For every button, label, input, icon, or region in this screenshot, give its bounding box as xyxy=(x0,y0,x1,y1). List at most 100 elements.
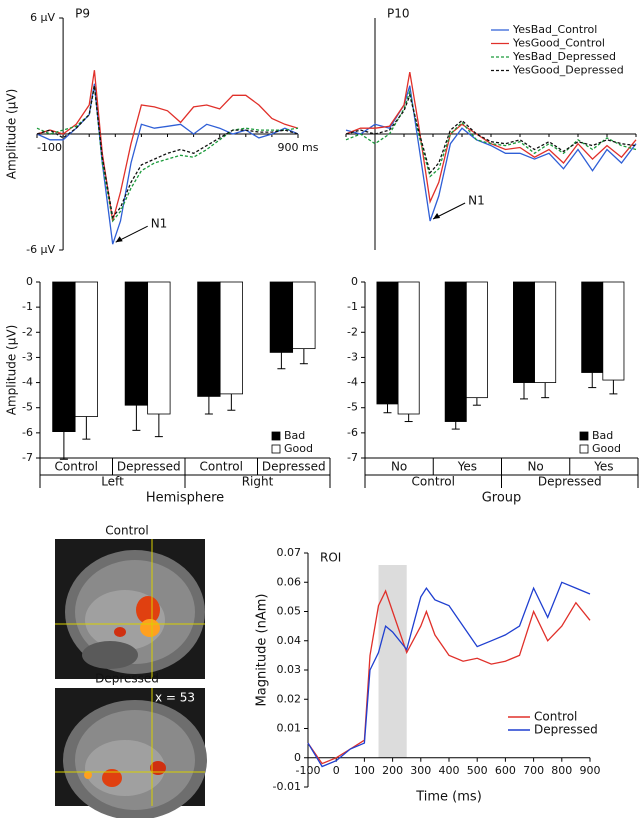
legend-swatch xyxy=(579,444,589,454)
y-tick-label: -6 xyxy=(22,426,33,439)
data-line xyxy=(307,589,591,765)
legend-swatch xyxy=(271,444,281,454)
x-tick-label: 0 xyxy=(333,764,340,777)
y-tick-label: -3 xyxy=(347,350,358,363)
y-tick-label: 0.05 xyxy=(277,605,302,618)
y-tick-label: -6 µV xyxy=(26,243,55,256)
y-tick-label: -5 xyxy=(347,401,358,414)
x-axis-label: Hemisphere xyxy=(146,491,224,506)
legend-label: YesBad_Depressed xyxy=(512,50,616,63)
legend-label: YesBad_Control xyxy=(512,23,597,36)
legend-label: Good xyxy=(592,442,621,455)
y-tick-label: 0 xyxy=(26,275,33,288)
y-tick-label: -1 xyxy=(22,300,33,313)
bar xyxy=(219,281,244,395)
bar xyxy=(124,281,149,406)
bar xyxy=(147,281,171,415)
panel-title: P9 xyxy=(75,7,90,21)
bar xyxy=(197,281,221,397)
image-label: x = 53 xyxy=(155,691,195,705)
x-tick-label: 700 xyxy=(523,764,544,777)
x-tick-label: No xyxy=(391,460,407,474)
data-line xyxy=(345,93,637,175)
y-tick-label: 0 xyxy=(351,275,358,288)
y-tick-label: -5 xyxy=(22,401,33,414)
annotation: N1 xyxy=(468,194,485,208)
legend-label: YesGood_Depressed xyxy=(512,64,624,77)
data-line xyxy=(345,85,637,222)
x-tick-label: 400 xyxy=(439,764,460,777)
bar xyxy=(269,281,294,353)
bar xyxy=(465,281,488,399)
y-axis-label: Amplitude (µV) xyxy=(5,325,19,416)
x-tick-label: 300 xyxy=(410,764,431,777)
x-tick-label: Yes xyxy=(593,460,613,474)
bar xyxy=(513,281,535,383)
x-tick-label: 800 xyxy=(551,764,572,777)
y-tick-label: -6 xyxy=(347,426,358,439)
bar xyxy=(376,281,399,405)
x-tick-label: Control xyxy=(200,460,243,474)
bar xyxy=(444,281,467,422)
brain-image-depressed xyxy=(55,688,207,818)
legend-label: Bad xyxy=(592,429,613,442)
panel-title: ROI xyxy=(320,551,341,565)
legend-label: Control xyxy=(534,710,577,724)
y-tick-label: -7 xyxy=(22,451,33,464)
group-label: Left xyxy=(101,475,124,489)
x-tick-label: Depressed xyxy=(117,460,181,474)
bar xyxy=(52,281,76,433)
y-tick-label: 0.04 xyxy=(277,634,302,647)
image-label: Control xyxy=(105,524,148,538)
data-line xyxy=(345,88,637,178)
x-axis-label: Time (ms) xyxy=(415,790,482,805)
data-line xyxy=(307,581,591,768)
y-tick-label: -0.01 xyxy=(273,780,301,793)
x-tick-label: -100 xyxy=(37,141,62,154)
x-tick-label: 600 xyxy=(495,764,516,777)
group-label: Right xyxy=(242,475,274,489)
x-tick-label: 900 xyxy=(580,764,601,777)
x-tick-label: Yes xyxy=(457,460,477,474)
x-tick-label: No xyxy=(527,460,543,474)
y-tick-label: 0.03 xyxy=(277,663,302,676)
x-tick-label: Control xyxy=(55,460,98,474)
x-tick-label: 200 xyxy=(382,764,403,777)
x-tick-label: Depressed xyxy=(262,460,326,474)
data-line xyxy=(36,85,299,223)
y-tick-label: 6 µV xyxy=(30,11,55,24)
y-tick-label: 0.01 xyxy=(277,722,302,735)
brain-image-control xyxy=(55,539,205,679)
y-axis-label: Amplitude (µV) xyxy=(5,89,19,180)
group-label: Control xyxy=(412,475,455,489)
x-tick-label: -100 xyxy=(296,764,321,777)
bar xyxy=(292,281,316,350)
y-tick-label: -2 xyxy=(347,325,358,338)
legend-label: Bad xyxy=(284,429,305,442)
highlight-window xyxy=(378,565,407,758)
y-tick-label: 0.06 xyxy=(277,575,302,588)
legend-swatch xyxy=(579,431,589,441)
data-line xyxy=(36,70,299,222)
data-line xyxy=(36,85,299,219)
y-tick-label: -7 xyxy=(347,451,358,464)
bar xyxy=(534,281,557,383)
legend-label: Depressed xyxy=(534,723,598,737)
bar xyxy=(397,281,420,415)
y-tick-label: -2 xyxy=(22,325,33,338)
y-tick-label: 0 xyxy=(294,751,301,764)
legend-label: YesGood_Control xyxy=(512,37,605,50)
annotation: N1 xyxy=(151,217,168,231)
y-tick-label: 0.07 xyxy=(277,546,302,559)
legend-swatch xyxy=(271,431,281,441)
bar xyxy=(581,281,604,373)
annotation-arrowhead xyxy=(433,213,441,219)
y-tick-label: -3 xyxy=(22,350,33,363)
y-tick-label: -1 xyxy=(347,300,358,313)
x-tick-label: 900 ms xyxy=(278,141,319,154)
data-line xyxy=(345,71,637,204)
y-tick-label: 0.02 xyxy=(277,692,302,705)
bar xyxy=(74,281,99,417)
